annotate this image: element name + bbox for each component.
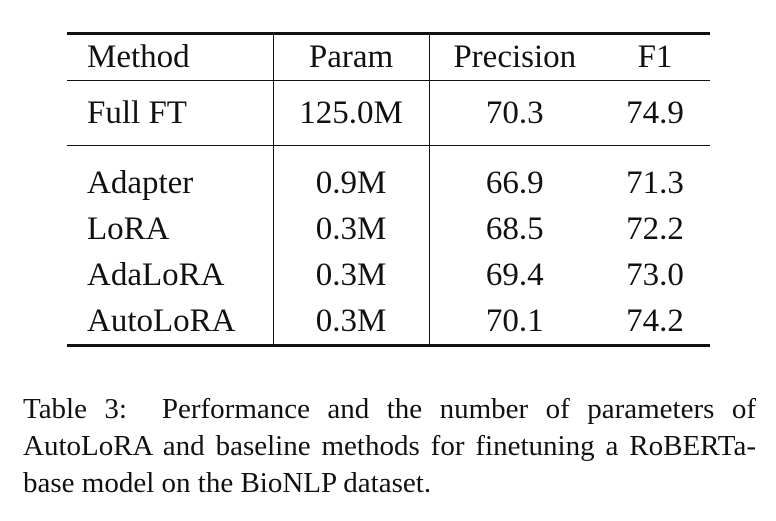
cell-method: Adapter <box>67 160 274 206</box>
cell-method: LoRA <box>67 206 274 252</box>
cell-precision: 70.3 <box>429 80 600 146</box>
table-row-autolora: AutoLoRA 0.3M 70.1 74.2 <box>67 298 710 347</box>
cell-param: 0.3M <box>273 298 430 347</box>
cell-f1-best: 74.2 <box>600 298 710 347</box>
cell-precision-best: 70.1 <box>429 298 600 347</box>
table-spacer <box>67 145 710 160</box>
table-row-lora: LoRA 0.3M 68.5 72.2 <box>67 206 710 252</box>
column-header-precision: Precision <box>429 32 600 81</box>
cell-param: 0.9M <box>273 160 430 206</box>
table-row-adapter: Adapter 0.9M 66.9 71.3 <box>67 160 710 206</box>
column-header-method: Method <box>67 32 274 81</box>
column-header-param: Param <box>273 32 430 81</box>
cell-f1: 73.0 <box>626 256 684 293</box>
table-caption: Table 3: Performance and the number of p… <box>23 391 756 502</box>
caption-text: Performance and the number of parameters… <box>23 393 757 499</box>
column-header-f1: F1 <box>600 32 710 81</box>
results-table-container: Method Param Precision F1 Full FT 125.0M… <box>67 32 710 347</box>
cell-f1: 72.2 <box>626 210 684 247</box>
cell-param: 0.3M <box>273 252 430 298</box>
cell-precision: 68.5 <box>485 210 544 247</box>
results-table: Method Param Precision F1 Full FT 125.0M… <box>67 32 710 347</box>
cell-param: 125.0M <box>273 80 430 146</box>
table-row-full-ft: Full FT 125.0M 70.3 74.9 <box>67 80 710 146</box>
cell-precision: 66.9 <box>485 164 544 201</box>
cell-method: AdaLoRA <box>67 252 274 298</box>
table-row-adalora: AdaLoRA 0.3M 69.4 73.0 <box>67 252 710 298</box>
caption-label: Table 3: <box>23 393 127 425</box>
table-header-row: Method Param Precision F1 <box>67 32 710 81</box>
cell-f1: 74.9 <box>600 80 710 146</box>
cell-method: AutoLoRA <box>67 298 274 347</box>
cell-method: Full FT <box>67 80 274 146</box>
cell-precision: 69.4 <box>485 256 544 293</box>
cell-param: 0.3M <box>273 206 430 252</box>
cell-f1: 71.3 <box>626 164 684 201</box>
